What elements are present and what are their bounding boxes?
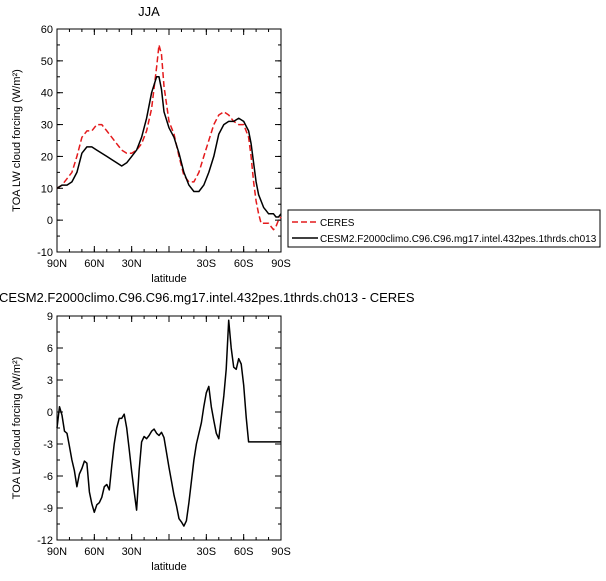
top-xtick-label: 90S	[271, 258, 291, 270]
bottom-ytick-label: -9	[43, 503, 53, 515]
legend-box	[287, 209, 601, 248]
top-xtick-label: 60N	[84, 258, 104, 270]
top-y-axis-label: TOA LW cloud forcing (W/m²)	[11, 69, 23, 212]
top-xtick-label: 30S	[197, 258, 217, 270]
top-series-line-ceres	[56, 44, 282, 231]
bottom-xtick-label: 90S	[271, 546, 291, 558]
legend-label-ceres: CERES	[320, 218, 355, 229]
bottom-ytick-label: -6	[43, 471, 53, 483]
bottom-xtick-label: 30S	[197, 546, 217, 558]
top-xtick-label: 60S	[234, 258, 254, 270]
top-plot-frame	[56, 28, 282, 253]
bottom-series-line-difference	[56, 319, 281, 527]
bottom-xtick-label: 90N	[47, 546, 67, 558]
bottom-ytick-label: 0	[47, 407, 53, 419]
bottom-xtick-label: 60S	[234, 546, 254, 558]
top-ytick-label: 10	[41, 183, 53, 195]
bottom-chart: -12 -9 -6 -3 0 3 6 9 90N 60N 30N 30S 60S 90S latitude T…	[11, 311, 291, 573]
top-xtick-label: 30N	[122, 258, 142, 270]
top-x-axis-label: latitude	[151, 273, 186, 285]
top-ytick-label: 0	[47, 215, 53, 227]
legend: CERES CESM2.F2000climo.C96.C96.mg17.intel…	[287, 209, 601, 248]
bottom-y-axis-label: TOA LW cloud forcing (W/m²)	[11, 357, 23, 500]
bottom-ytick-label: 9	[47, 311, 53, 323]
bottom-xtick-label: 30N	[122, 546, 142, 558]
bottom-ytick-label: -12	[37, 535, 53, 547]
top-ytick-label: 20	[41, 151, 53, 163]
bottom-ytick-label: -3	[43, 439, 53, 451]
legend-label-model: CESM2.F2000climo.C96.C96.mg17.intel.432p…	[320, 234, 597, 245]
bottom-xtick-label: 60N	[84, 546, 104, 558]
top-ytick-label: 30	[41, 120, 53, 132]
top-chart: -10 0 10 20 30 40 50 60 90N 60N 30N 30S 60S 90S latitu…	[11, 24, 291, 285]
top-series-line-model	[56, 76, 282, 218]
top-ytick-label: 50	[41, 56, 53, 68]
top-ytick-label: -10	[37, 247, 53, 259]
bottom-ytick-label: 6	[47, 343, 53, 355]
top-ytick-label: 40	[41, 88, 53, 100]
bottom-ytick-label: 3	[47, 375, 53, 387]
bottom-x-axis-label: latitude	[151, 561, 186, 573]
top-xtick-label: 90N	[47, 258, 67, 270]
bottom-chart-title: CESM2.F2000climo.C96.C96.mg17.intel.432p…	[0, 290, 415, 305]
top-ytick-label: 60	[41, 24, 53, 36]
